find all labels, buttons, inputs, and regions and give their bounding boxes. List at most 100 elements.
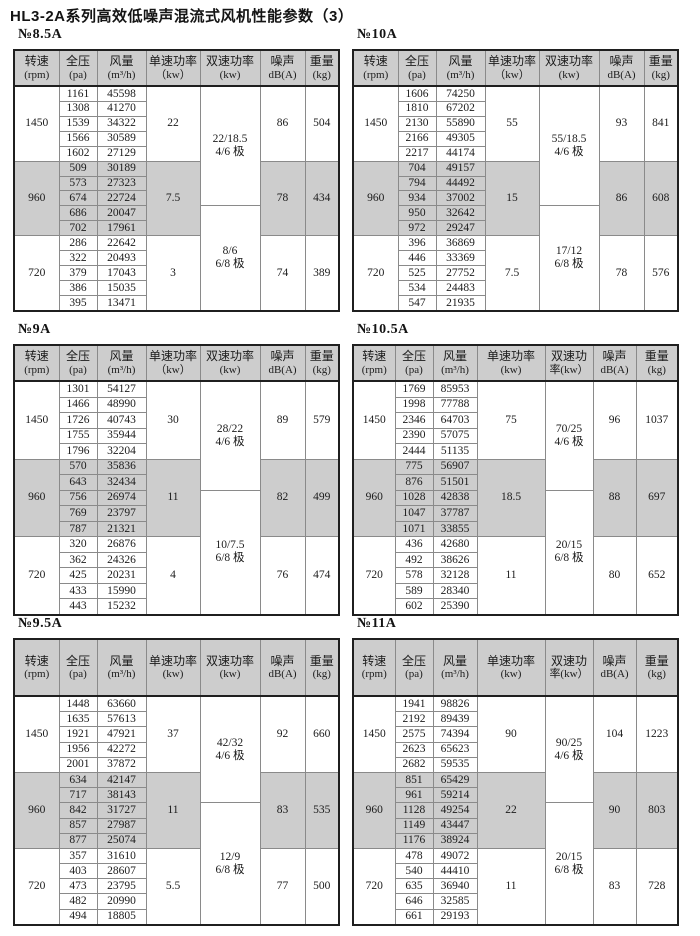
pressure-cell: 570 — [58, 458, 98, 476]
weight-cell: 608 — [643, 160, 679, 237]
dual-power-cell-line1: 55/18.5 — [551, 133, 587, 146]
single-power-cell: 18.5 — [476, 458, 546, 538]
airflow-cell: 31727 — [96, 802, 147, 819]
dual-power-cell: 55/18.5 4/6 极 — [538, 85, 600, 207]
rpm-cell: 1450 — [13, 380, 60, 460]
dual-power-cell-line2: 6/8 极 — [215, 863, 245, 876]
single-power-cell: 7.5 — [145, 160, 201, 237]
pressure-cell: 857 — [58, 817, 98, 834]
header-cell-line2: (pa) — [405, 363, 423, 376]
pressure-cell: 2192 — [394, 711, 434, 728]
header-cell: 转速 (rpm) — [13, 49, 60, 87]
header-cell-line1: 重量 — [644, 349, 669, 364]
data-row: 386 15035 — [14, 280, 339, 296]
header-cell: 噪声 dB(A) — [259, 638, 306, 697]
header-cell-line2: （kw） — [155, 68, 191, 81]
header-cell-line1: 全压 — [65, 653, 90, 668]
header-cell: 全压 (pa) — [394, 344, 434, 382]
single-power-cell: 75 — [476, 380, 546, 460]
header-cell-line1: 噪声 — [609, 54, 634, 69]
header-cell: 单速功率 (kw) — [476, 638, 546, 697]
header-cell: 单速功率 (kw) — [145, 638, 201, 697]
data-row: 1308 41270 — [14, 100, 339, 117]
data-row: 960 570 35836 11 82 499 — [13, 458, 340, 538]
header-cell-line2: (pa) — [69, 668, 87, 681]
header-cell-line1: 重量 — [644, 653, 669, 668]
performance-table: 转速 (rpm) 全压 (pa) 风量 (m³/h) 单速功率 (kw) 双速功 率(kw） 噪声 d… — [352, 344, 679, 616]
header-cell-line2: (kg) — [312, 668, 331, 681]
rpm-cell: 720 — [352, 235, 399, 312]
data-row: 635 36940 — [353, 878, 678, 895]
header-cell-line2: (kw) — [162, 668, 184, 681]
dual-power-cell: 12/9 6/8 极 — [199, 802, 261, 926]
pressure-cell: 1161 — [58, 85, 98, 102]
header-cell-line1: 转速 — [24, 54, 49, 69]
header-cell-line2: (m³/h) — [107, 668, 136, 681]
pressure-cell: 425 — [58, 567, 98, 584]
airflow-cell: 42838 — [432, 489, 478, 507]
table-mount: 转速 (rpm) 全压 (pa) 风量 (m³/h) 单速功率 （kw） 双速功率 (kw) 噪声 d… — [13, 344, 340, 616]
data-row: 960 775 56907 18.5 88 697 — [352, 458, 679, 538]
header-cell-line2: (rpm) — [24, 668, 50, 681]
header-cell-line2: (m³/h) — [446, 68, 475, 81]
pressure-cell: 436 — [394, 536, 434, 553]
pressure-cell: 787 — [58, 520, 98, 538]
airflow-cell: 49254 — [432, 802, 478, 819]
header-cell-line1: 风量 — [448, 54, 473, 69]
airflow-cell: 44174 — [435, 145, 486, 162]
header-cell: 风量 (m³/h) — [435, 49, 486, 87]
header-cell-line1: 转速 — [362, 653, 387, 668]
table-section-9a: №9A 转速 (rpm) 全压 (pa) 风量 (m³/h) 单速功率 （kw） 双速功率 (kw… — [13, 322, 340, 616]
header-cell-line2: (rpm) — [361, 668, 387, 681]
data-row: 443 15232 — [14, 598, 339, 616]
table-section-10-5a: №10.5A 转速 (rpm) 全压 (pa) 风量 (m³/h) 单速功率 (kw) 双速功率… — [352, 322, 679, 616]
header-cell: 重量 (kg) — [304, 344, 340, 382]
single-power-cell: 37 — [145, 695, 201, 773]
data-row: 1635 57613 — [14, 711, 339, 728]
airflow-cell: 74250 — [435, 85, 486, 102]
model-label: №9A — [18, 322, 51, 337]
noise-cell: 104 — [592, 695, 637, 773]
pressure-cell: 643 — [58, 474, 98, 491]
header-cell: 全压 (pa) — [58, 638, 98, 697]
pressure-cell: 492 — [394, 551, 434, 569]
data-row: 322 20493 — [14, 250, 339, 267]
header-cell-line2: (rpm) — [363, 68, 389, 81]
data-row: 720 286 22642 3 74 389 — [13, 235, 340, 312]
rpm-cell: 720 — [352, 847, 396, 926]
header-cell-line1: 双速功 — [550, 653, 587, 668]
data-row: 473 23795 — [14, 878, 339, 895]
pressure-cell: 661 — [394, 908, 434, 926]
data-row: 2444 51135 — [353, 443, 678, 460]
weight-cell: 660 — [304, 695, 340, 773]
dual-power-cell-line1: 20/15 — [555, 850, 583, 863]
pressure-cell: 443 — [58, 598, 98, 616]
airflow-cell: 67202 — [435, 100, 486, 117]
header-cell: 单速功率 （kw） — [484, 49, 540, 87]
model-label: №8.5A — [18, 27, 63, 42]
data-row: 972 29247 — [353, 220, 678, 237]
airflow-cell: 55890 — [435, 115, 486, 132]
pressure-cell: 386 — [58, 280, 98, 296]
single-power-cell: 11 — [476, 536, 546, 616]
header-cell: 单速功率 （kw） — [145, 344, 201, 382]
pressure-cell: 322 — [58, 250, 98, 267]
weight-cell: 697 — [635, 458, 679, 538]
airflow-cell: 32434 — [96, 474, 147, 491]
header-cell: 噪声 dB(A) — [592, 344, 637, 382]
model-label: №9.5A — [18, 616, 63, 631]
header-cell: 转速 (rpm) — [352, 49, 399, 87]
airflow-cell: 54127 — [96, 380, 147, 398]
airflow-cell: 25390 — [432, 598, 478, 616]
header-cell: 重量 (kg) — [304, 638, 340, 697]
header-cell-line1: 风量 — [109, 653, 134, 668]
weight-cell: 576 — [643, 235, 679, 312]
weight-cell: 841 — [643, 85, 679, 162]
table-mount: 转速 (rpm) 全压 (pa) 风量 (m³/h) 单速功率 （kw） 双速功率 (kw) 噪声 d… — [13, 49, 340, 312]
pressure-cell: 674 — [58, 190, 98, 207]
pressure-cell: 1606 — [397, 85, 437, 102]
pressure-cell: 478 — [394, 847, 434, 865]
pressure-cell: 1539 — [58, 115, 98, 132]
header-cell: 全压 (pa) — [58, 344, 98, 382]
